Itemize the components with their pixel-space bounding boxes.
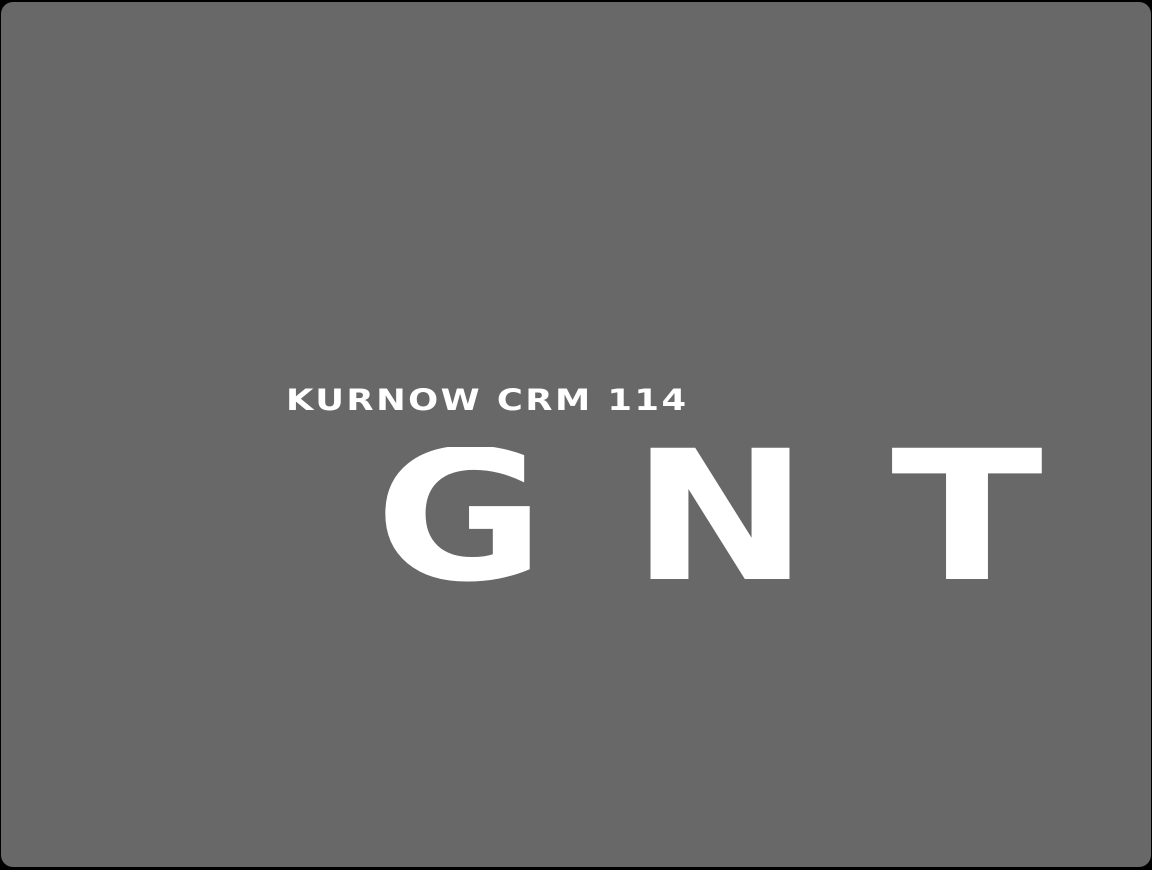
gnt-logo: G N T (375, 447, 1043, 587)
model-name-label: KURNOW CRM 114 (286, 383, 689, 417)
logo-letter-t: T (891, 447, 1043, 587)
logo-letter-g: G (375, 447, 545, 587)
logo-letter-n: N (631, 447, 809, 587)
